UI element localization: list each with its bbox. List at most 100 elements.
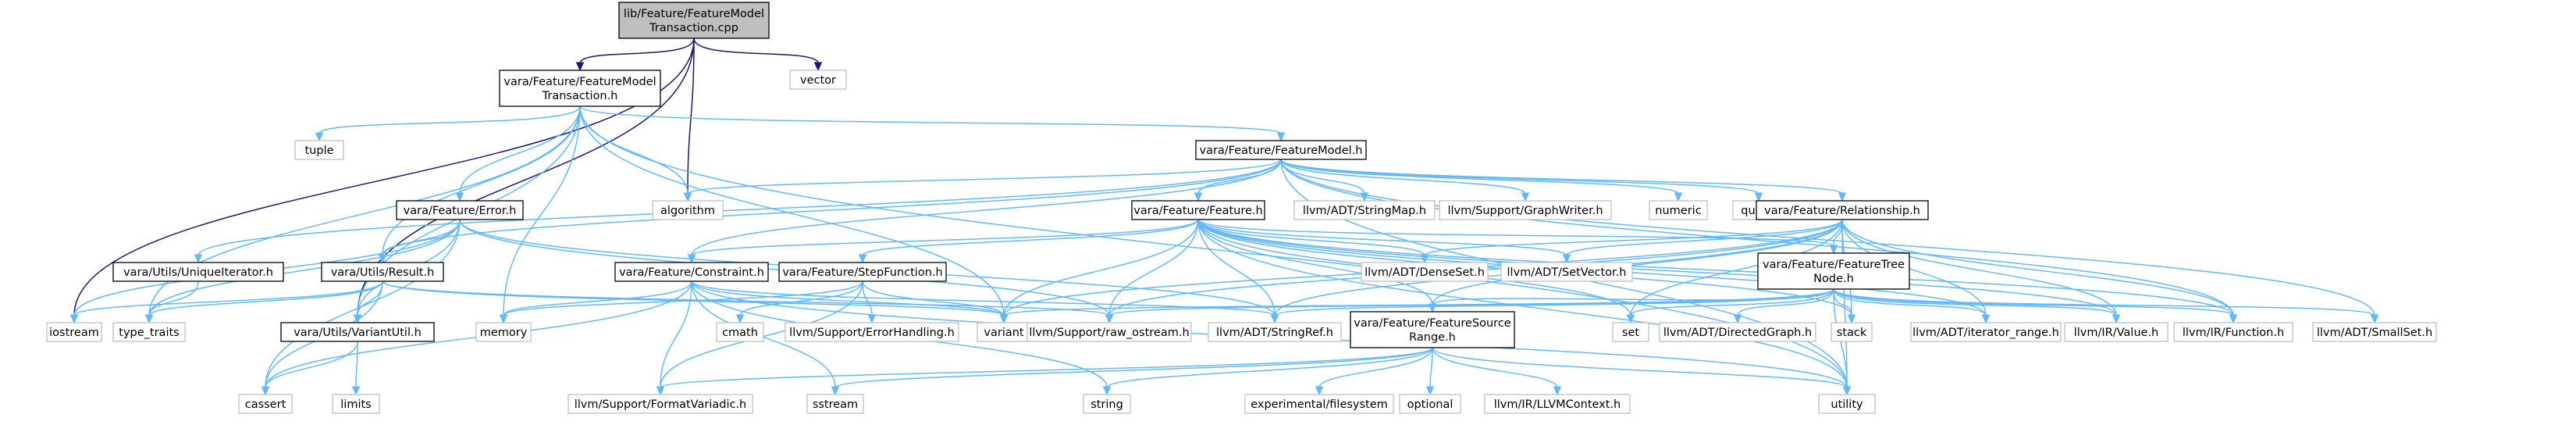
node-vara-feature-featuremodeltransaction-h[interactable]: vara/Feature/FeatureModel Transaction.h bbox=[499, 70, 661, 107]
edge-fm_h-to-numeric bbox=[1280, 159, 1679, 195]
edge-fmt_h-to-tuple bbox=[318, 105, 581, 134]
node-label: iostream bbox=[49, 327, 99, 339]
edge-arrowhead bbox=[1194, 192, 1203, 202]
node-stack: stack bbox=[1831, 322, 1873, 342]
node-box bbox=[1026, 322, 1192, 342]
edge-arrowhead bbox=[813, 62, 823, 72]
node-llvm-adt-smallset-h: llvm/ADT/SmallSet.h bbox=[2312, 322, 2437, 342]
edge-variantutil_h-to-limits bbox=[355, 341, 358, 388]
node-box bbox=[977, 322, 1031, 342]
node-llvm-adt-stringref-h: llvm/ADT/StringRef.h bbox=[1208, 322, 1342, 342]
edge-fm_h-to-algorithm bbox=[687, 159, 1282, 195]
node-vara-feature-feature-h[interactable]: vara/Feature/Feature.h bbox=[1131, 200, 1265, 220]
edge-constraint_h-to-memory bbox=[503, 280, 692, 316]
node-label: experimental/filesystem bbox=[1251, 398, 1388, 411]
edge-rel_h-to-fsr_h bbox=[1432, 219, 1843, 305]
edge-fm_h-to-ir_function bbox=[1280, 159, 2234, 316]
edge-ftn_h-to-raw_ostream bbox=[1108, 288, 1834, 316]
node-box bbox=[1756, 200, 1929, 220]
edge-stepfn_h-to-memory bbox=[503, 280, 863, 316]
edge-arrowhead bbox=[315, 132, 324, 142]
node-label: llvm/IR/Function.h bbox=[2183, 327, 2284, 339]
node-experimental-filesystem: experimental/filesystem bbox=[1244, 394, 1394, 414]
edge-rel_h-to-ir_value bbox=[1841, 219, 2117, 316]
edge-feature_h-to-denseset bbox=[1197, 219, 1425, 256]
node-label: type_traits bbox=[119, 327, 179, 339]
node-box bbox=[1659, 322, 1816, 342]
node-label: vector bbox=[800, 74, 836, 87]
node-vara-feature-relationship-h[interactable]: vara/Feature/Relationship.h bbox=[1756, 200, 1929, 220]
node-box bbox=[1910, 322, 2062, 342]
node-vara-feature-featuretreenode-h[interactable]: vara/Feature/FeatureTree Node.h bbox=[1757, 252, 1910, 290]
node-label: Transaction.cpp bbox=[649, 22, 738, 34]
edge-constraint_h-to-variant bbox=[691, 280, 1005, 316]
edge-main-to-fmt_h bbox=[579, 38, 695, 64]
node-label: tuple bbox=[304, 145, 333, 157]
edge-ftn_h-to-smallset bbox=[1833, 288, 2375, 316]
node-vara-feature-constraint-h[interactable]: vara/Feature/Constraint.h bbox=[614, 262, 769, 282]
node-box bbox=[1757, 252, 1910, 290]
edge-fm_h-to-constraint_h bbox=[691, 159, 1282, 256]
node-box bbox=[1818, 394, 1876, 414]
edge-ftn_h-to-directedgraph bbox=[1737, 288, 1834, 316]
edge-rel_h-to-ir_function bbox=[1841, 219, 2234, 316]
edge-arrowhead bbox=[656, 386, 665, 396]
edge-rel_h-to-utility bbox=[1841, 219, 1848, 388]
node-box bbox=[2173, 322, 2293, 342]
node-vara-utils-variantutil-h[interactable]: vara/Utils/VariantUtil.h bbox=[280, 322, 435, 342]
edge-ftn_h-to-ir_value bbox=[1833, 288, 2117, 316]
edge-variantutil_h-to-cassert bbox=[265, 341, 358, 388]
edge-rel_h-to-denseset bbox=[1424, 219, 1843, 256]
node-vara-feature-error-h[interactable]: vara/Feature/Error.h bbox=[396, 200, 524, 220]
edge-arrowhead bbox=[1105, 314, 1114, 324]
node-box bbox=[112, 322, 186, 342]
node-algorithm: algorithm bbox=[652, 200, 724, 220]
edge-arrowhead bbox=[69, 314, 79, 324]
edge-fmt_h-to-error_h bbox=[459, 105, 581, 195]
edge-fmt_h-to-memory bbox=[503, 105, 581, 316]
node-box bbox=[806, 394, 864, 414]
node-label: Node.h bbox=[1813, 273, 1854, 285]
edge-fsr_h-to-utility bbox=[1432, 347, 1848, 388]
edge-ftn_h-to-ir_function bbox=[1833, 288, 2234, 316]
node-label: llvm/IR/Value.h bbox=[2074, 327, 2159, 339]
node-vara-utils-uniqueiterator-h[interactable]: vara/Utils/UniqueIterator.h bbox=[112, 262, 284, 282]
node-label: cmath bbox=[722, 327, 758, 339]
edge-feature_h-to-raw_ostream bbox=[1108, 219, 1199, 316]
node-vara-feature-featuremodel-h[interactable]: vara/Feature/FeatureModel.h bbox=[1195, 140, 1367, 160]
node-vara-utils-result-h[interactable]: vara/Utils/Result.h bbox=[321, 262, 444, 282]
node-label: optional bbox=[1407, 398, 1453, 411]
node-label: llvm/Support/GraphWriter.h bbox=[1447, 205, 1603, 217]
edge-stepfn_h-to-errorhandling bbox=[862, 280, 873, 316]
edge-stepfn_h-to-variant bbox=[862, 280, 1005, 316]
node-label: set bbox=[1622, 327, 1639, 339]
node-llvm-ir-function-h: llvm/IR/Function.h bbox=[2173, 322, 2293, 342]
node-label: llvm/ADT/SetVector.h bbox=[1507, 266, 1627, 279]
node-llvm-adt-directedgraph-h: llvm/ADT/DirectedGraph.h bbox=[1659, 322, 1816, 342]
node-box bbox=[778, 262, 947, 282]
node-box bbox=[1131, 200, 1265, 220]
node-label: llvm/Support/ErrorHandling.h bbox=[789, 327, 955, 339]
edge-result_h-to-iostream bbox=[73, 280, 383, 316]
node-label: limits bbox=[340, 398, 371, 411]
edge-arrowhead bbox=[831, 386, 840, 396]
nodes-layer: lib/Feature/FeatureModel Transaction.cpp v… bbox=[46, 2, 2437, 414]
edge-fsr_h-to-formatvariadic bbox=[660, 347, 1433, 388]
node-box bbox=[2312, 322, 2437, 342]
node-label: variant bbox=[984, 327, 1024, 339]
edge-rel_h-to-iterator_range bbox=[1841, 219, 1987, 316]
node-label: llvm/ADT/DirectedGraph.h bbox=[1663, 327, 1812, 339]
node-vara-feature-stepfunction-h[interactable]: vara/Feature/StepFunction.h bbox=[778, 262, 947, 282]
edge-arrowhead bbox=[858, 254, 867, 264]
node-box bbox=[321, 262, 444, 282]
node-optional: optional bbox=[1399, 394, 1461, 414]
node-label: stack bbox=[1837, 327, 1867, 339]
edge-arrowhead bbox=[1102, 386, 1112, 396]
node-box bbox=[1083, 394, 1131, 414]
edge-arrowhead bbox=[1838, 192, 1847, 202]
edge-ftn_h-to-iterator_range bbox=[1833, 288, 1987, 316]
node-lib-feature-featuremodeltransaction-cpp[interactable]: lib/Feature/FeatureModel Transaction.cpp bbox=[618, 2, 770, 39]
edge-fsr_h-to-optional bbox=[1429, 347, 1433, 388]
